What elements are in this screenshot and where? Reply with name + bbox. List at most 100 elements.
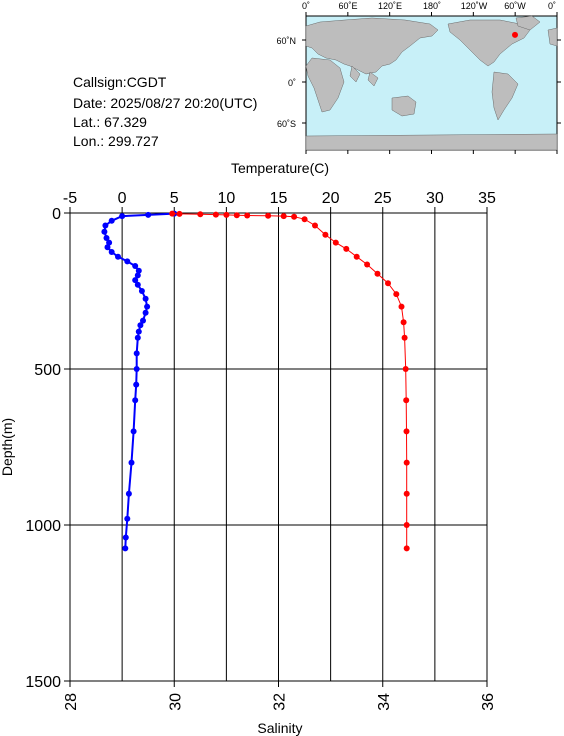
salinity-data-point: [132, 277, 139, 284]
salinity-data-point: [103, 235, 110, 241]
series-layer: [101, 210, 410, 552]
temperature-data-point: [403, 428, 410, 435]
salinity-data-point: [133, 366, 140, 372]
bottom-axis-title: Salinity: [257, 720, 302, 736]
salinity-data-point: [122, 545, 129, 552]
temperature-data-point: [403, 459, 410, 466]
salinity-data-point: [102, 222, 109, 229]
temperature-data-point: [403, 490, 410, 497]
south-asia-landmass: [349, 65, 379, 87]
map-lat-label: 0˚: [288, 78, 296, 88]
top-tick-label: -5: [63, 190, 77, 207]
salinity-data-point: [119, 213, 126, 220]
temperature-data-point: [402, 366, 409, 372]
y-axis-title: Depth(m): [0, 418, 15, 476]
temperature-data-point: [403, 545, 410, 552]
salinity-data-point: [140, 317, 146, 324]
y-tick-label: 500: [34, 362, 61, 379]
salinity-data-point: [133, 350, 140, 357]
station-info: Callsign:CGDT Date: 2025/08/27 20:20(UTC…: [73, 74, 257, 149]
temperature-data-point: [332, 239, 339, 246]
axis-ticks: [64, 207, 488, 687]
top-tick-label: 30: [426, 190, 444, 207]
salinity-data-point: [142, 309, 149, 316]
date-text: Date: 2025/08/27 20:20(UTC): [73, 95, 257, 111]
salinity-data-point: [130, 428, 137, 435]
bottom-tick-label: 30: [167, 693, 184, 711]
salinity-data-point: [132, 397, 139, 404]
top-tick-label: 25: [374, 190, 392, 207]
salinity-data-point: [133, 381, 140, 388]
map-tick-marks: [302, 12, 561, 154]
eurasia-landmass: [305, 17, 439, 75]
temperature-data-point: [393, 291, 400, 298]
temperature-data-point: [244, 212, 251, 219]
salinity-data-point: [101, 228, 108, 235]
temperature-data-point: [403, 397, 410, 404]
temperature-data-point: [322, 231, 329, 238]
temperature-data-point: [212, 211, 219, 218]
map-lon-label: 120˚W: [461, 1, 488, 11]
temperature-data-point: [280, 213, 287, 220]
bottom-tick-label: 28: [63, 693, 80, 711]
greenland-landmass: [515, 15, 541, 31]
south-america-landmass: [491, 71, 519, 121]
salinity-data-point: [104, 244, 111, 251]
europe-west-landmass: [547, 27, 558, 47]
y-tick-label: 1000: [25, 518, 61, 535]
y-tick-label: 1500: [25, 674, 61, 691]
salinity-data-point: [137, 322, 144, 329]
map-land: [305, 15, 558, 151]
map-lon-label: 60˚W: [504, 1, 526, 11]
top-tick-label: 35: [478, 190, 496, 207]
salinity-data-point: [144, 303, 151, 310]
salinity-data-point: [132, 263, 139, 269]
map-lat-label: 60˚S: [277, 119, 296, 129]
north-america-landmass: [447, 19, 531, 67]
salinity-profile-line: [103, 212, 175, 549]
salinity-data-point: [128, 459, 135, 466]
temperature-data-point: [233, 212, 240, 219]
top-tick-label: 20: [322, 190, 340, 207]
map-lon-label: 60˚E: [338, 1, 357, 11]
temperature-data-point: [223, 211, 230, 218]
salinity-data-point: [135, 328, 142, 335]
temperature-data-point: [403, 522, 410, 528]
temperature-data-point: [401, 334, 408, 341]
salinity-data-point: [134, 272, 141, 279]
temperature-data-point: [385, 280, 391, 287]
temperature-data-point: [291, 213, 298, 220]
salinity-data-point: [108, 249, 115, 255]
temperature-data-point: [301, 216, 308, 223]
salinity-data-point: [135, 267, 142, 274]
salinity-data-point: [138, 288, 145, 294]
temperature-data-point: [374, 270, 381, 277]
salinity-data-point: [145, 211, 152, 218]
lon-text: Lon.: 299.727: [73, 133, 159, 149]
bottom-tick-label: 34: [376, 693, 393, 711]
temperature-data-point: [343, 245, 350, 252]
temperature-data-point: [364, 261, 371, 268]
salinity-data-point: [108, 217, 115, 224]
map-lon-label: 0˚: [548, 1, 556, 11]
map-lon-label: 180˚: [423, 1, 441, 11]
temperature-data-point: [169, 210, 176, 217]
salinity-data-point: [134, 281, 141, 288]
map-lon-labels: 0˚ 60˚E 120˚E 180˚ 120˚W 60˚W 0˚: [302, 1, 556, 11]
bottom-tick-label: 32: [272, 693, 289, 711]
salinity-data-point: [142, 295, 149, 302]
temperature-profile-line: [172, 213, 408, 549]
top-tick-label: 5: [170, 190, 179, 207]
top-axis-title: Temperature(C): [231, 160, 329, 176]
temperature-data-point: [398, 303, 405, 310]
world-map-inset: 0˚ 60˚E 120˚E 180˚ 120˚W 60˚W 0˚ 60˚N 0˚…: [276, 1, 561, 154]
callsign-text: Callsign:CGDT: [73, 74, 167, 90]
temperature-data-point: [176, 210, 183, 217]
map-lon-label: 0˚: [302, 1, 310, 11]
lat-text: Lat.: 67.329: [73, 114, 147, 130]
africa-landmass: [305, 57, 345, 113]
salinity-data-point: [124, 258, 131, 265]
